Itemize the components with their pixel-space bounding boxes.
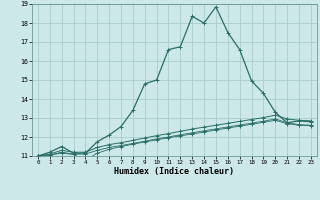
- X-axis label: Humidex (Indice chaleur): Humidex (Indice chaleur): [115, 167, 234, 176]
